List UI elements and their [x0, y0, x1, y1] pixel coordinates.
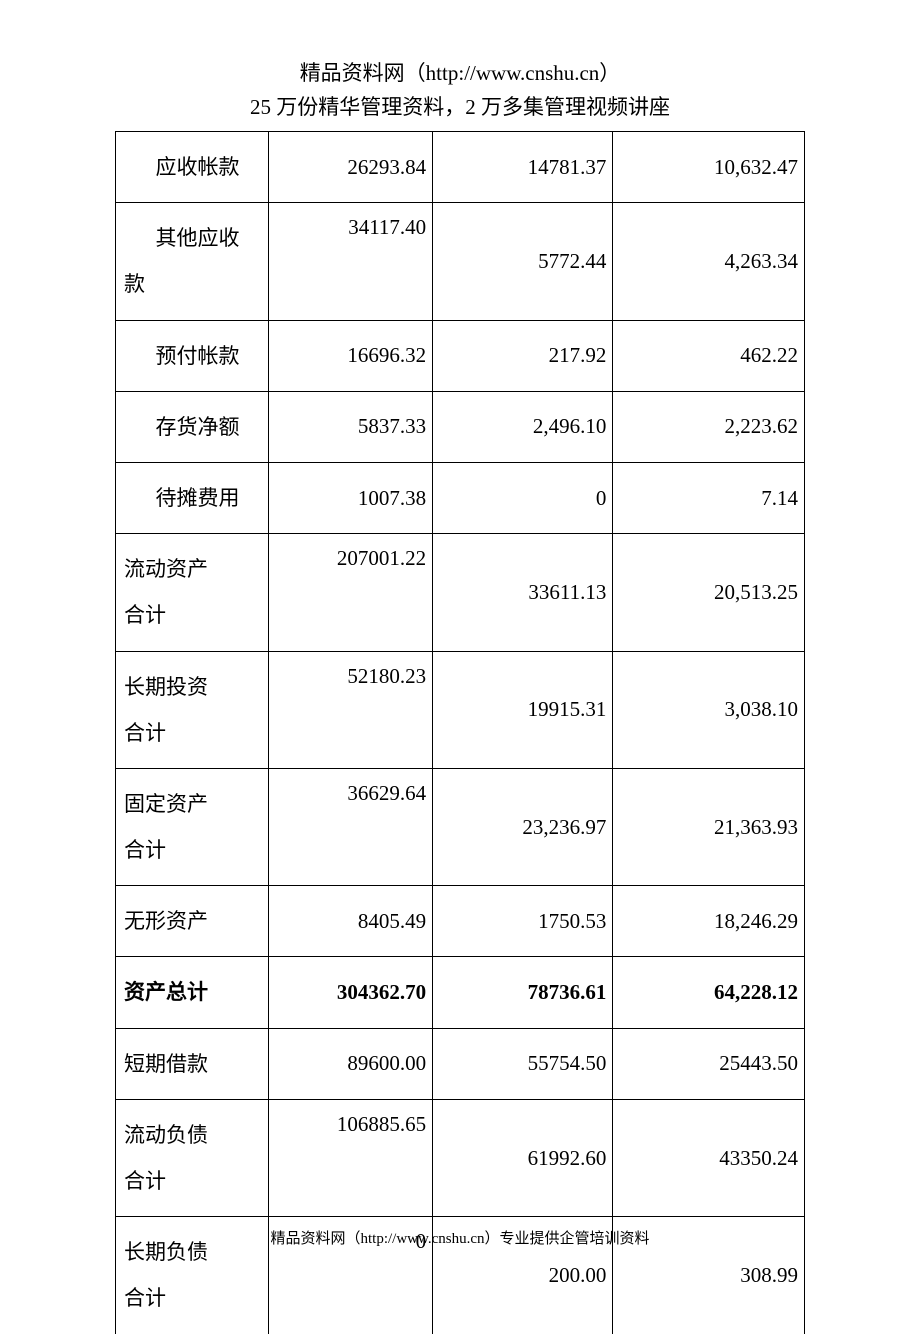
header-line1: 精品资料网（http://www.cnshu.cn）	[0, 58, 920, 90]
page-header: 精品资料网（http://www.cnshu.cn） 25 万份精华管理资料，2…	[0, 0, 920, 123]
row-value-3: 25443.50	[613, 1028, 804, 1099]
row-value-3: 10,632.47	[613, 132, 804, 203]
table-row: 固定资产合计36629.6423,236.9721,363.93	[116, 768, 804, 885]
row-value-2: 0	[433, 462, 613, 533]
row-label: 流动资产合计	[116, 534, 269, 651]
row-value-3: 2,223.62	[613, 391, 804, 462]
row-value-1: 207001.22	[269, 534, 433, 651]
financial-table: 应收帐款26293.8414781.3710,632.47其他应收款34117.…	[116, 131, 804, 1334]
row-value-2: 14781.37	[433, 132, 613, 203]
table-body: 应收帐款26293.8414781.3710,632.47其他应收款34117.…	[116, 132, 804, 1334]
row-value-1: 26293.84	[269, 132, 433, 203]
row-value-3: 18,246.29	[613, 886, 804, 957]
row-value-3: 7.14	[613, 462, 804, 533]
row-value-1: 36629.64	[269, 768, 433, 885]
table-row: 长期投资合计52180.2319915.313,038.10	[116, 651, 804, 768]
row-value-1: 106885.65	[269, 1099, 433, 1216]
row-value-2: 1750.53	[433, 886, 613, 957]
row-value-2: 23,236.97	[433, 768, 613, 885]
row-value-2: 19915.31	[433, 651, 613, 768]
row-label: 长期投资合计	[116, 651, 269, 768]
row-value-3: 43350.24	[613, 1099, 804, 1216]
row-value-2: 55754.50	[433, 1028, 613, 1099]
row-label: 待摊费用	[116, 462, 269, 533]
row-value-1: 5837.33	[269, 391, 433, 462]
row-value-3: 3,038.10	[613, 651, 804, 768]
row-value-2: 78736.61	[433, 957, 613, 1028]
row-label: 其他应收款	[116, 203, 269, 320]
row-label: 资产总计	[116, 957, 269, 1028]
table-row: 流动资产合计207001.2233611.1320,513.25	[116, 534, 804, 651]
row-label: 预付帐款	[116, 320, 269, 391]
row-value-1: 1007.38	[269, 462, 433, 533]
row-value-2: 5772.44	[433, 203, 613, 320]
financial-table-container: 应收帐款26293.8414781.3710,632.47其他应收款34117.…	[115, 131, 805, 1334]
row-value-3: 64,228.12	[613, 957, 804, 1028]
table-row: 预付帐款16696.32217.92462.22	[116, 320, 804, 391]
row-value-1: 16696.32	[269, 320, 433, 391]
table-wrapper: 应收帐款26293.8414781.3710,632.47其他应收款34117.…	[115, 131, 805, 1334]
table-row: 存货净额5837.332,496.102,223.62	[116, 391, 804, 462]
row-value-2: 2,496.10	[433, 391, 613, 462]
row-value-1: 304362.70	[269, 957, 433, 1028]
page-footer: 精品资料网（http://www.cnshu.cn）专业提供企管培训资料	[0, 1227, 920, 1248]
row-value-3: 21,363.93	[613, 768, 804, 885]
row-value-2: 217.92	[433, 320, 613, 391]
row-value-1: 34117.40	[269, 203, 433, 320]
table-row: 应收帐款26293.8414781.3710,632.47	[116, 132, 804, 203]
header-line2: 25 万份精华管理资料，2 万多集管理视频讲座	[0, 92, 920, 124]
row-value-2: 33611.13	[433, 534, 613, 651]
table-row: 资产总计304362.7078736.6164,228.12	[116, 957, 804, 1028]
row-label: 存货净额	[116, 391, 269, 462]
row-value-1: 8405.49	[269, 886, 433, 957]
row-label: 固定资产合计	[116, 768, 269, 885]
row-value-3: 462.22	[613, 320, 804, 391]
row-value-1: 52180.23	[269, 651, 433, 768]
row-value-3: 4,263.34	[613, 203, 804, 320]
row-value-3: 20,513.25	[613, 534, 804, 651]
row-label: 短期借款	[116, 1028, 269, 1099]
table-row: 流动负债合计106885.6561992.6043350.24	[116, 1099, 804, 1216]
row-label: 应收帐款	[116, 132, 269, 203]
table-row: 无形资产8405.491750.5318,246.29	[116, 886, 804, 957]
row-value-1: 89600.00	[269, 1028, 433, 1099]
table-row: 短期借款89600.0055754.5025443.50	[116, 1028, 804, 1099]
row-label: 流动负债合计	[116, 1099, 269, 1216]
table-row: 其他应收款34117.405772.444,263.34	[116, 203, 804, 320]
row-label: 无形资产	[116, 886, 269, 957]
table-row: 待摊费用1007.3807.14	[116, 462, 804, 533]
row-value-2: 61992.60	[433, 1099, 613, 1216]
